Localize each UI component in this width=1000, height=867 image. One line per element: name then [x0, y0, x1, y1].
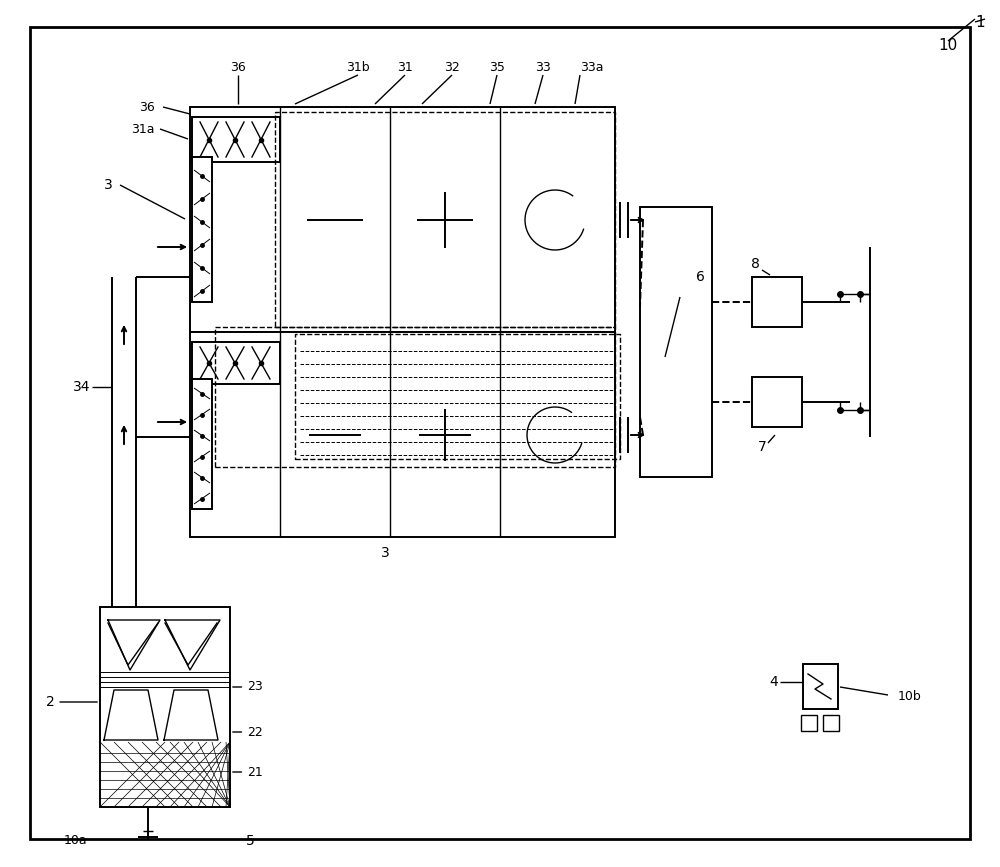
Text: 33a: 33a: [580, 61, 604, 74]
Bar: [640, 207, 712, 477]
Bar: [100, 607, 230, 807]
Text: 8: 8: [751, 257, 759, 271]
Bar: [192, 157, 212, 302]
Text: 34: 34: [73, 380, 91, 394]
Text: 5: 5: [246, 834, 254, 848]
Text: 36: 36: [230, 61, 246, 74]
Bar: [275, 112, 615, 327]
Bar: [295, 334, 620, 459]
Text: 33: 33: [535, 61, 551, 74]
Text: 21: 21: [233, 766, 263, 779]
Text: 4: 4: [770, 675, 778, 689]
Bar: [752, 377, 802, 427]
Text: 36: 36: [139, 101, 155, 114]
Bar: [801, 715, 817, 731]
Text: 3: 3: [381, 546, 389, 560]
Text: 35: 35: [489, 61, 505, 74]
Text: 31: 31: [397, 61, 413, 74]
Text: 2: 2: [46, 695, 97, 709]
Bar: [190, 332, 615, 537]
Text: 1: 1: [975, 15, 985, 29]
Bar: [192, 379, 212, 509]
Text: 10: 10: [938, 37, 958, 53]
Bar: [192, 117, 280, 162]
Text: 10b: 10b: [898, 690, 922, 703]
Text: 31a: 31a: [131, 122, 155, 135]
Bar: [190, 107, 615, 332]
Text: 31b: 31b: [346, 61, 370, 74]
Bar: [752, 277, 802, 327]
Bar: [823, 715, 839, 731]
Text: 10a: 10a: [63, 835, 87, 848]
Text: 7: 7: [758, 440, 766, 454]
Text: 22: 22: [233, 726, 263, 739]
Text: 32: 32: [444, 61, 460, 74]
Bar: [803, 664, 838, 709]
Text: 6: 6: [696, 270, 704, 284]
Text: 23: 23: [233, 681, 263, 694]
Text: 3: 3: [104, 178, 112, 192]
Bar: [192, 342, 280, 384]
Bar: [215, 327, 615, 467]
